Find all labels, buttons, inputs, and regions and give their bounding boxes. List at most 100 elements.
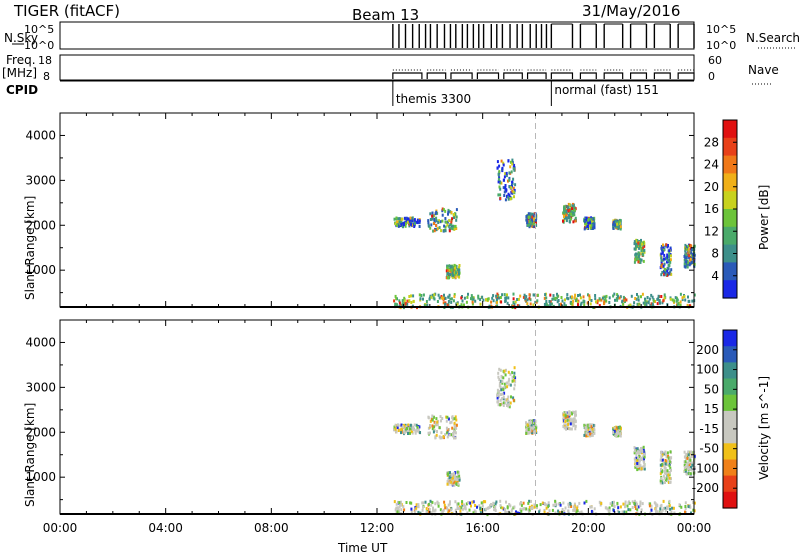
scatter-point [641,446,644,450]
scatter-point [522,507,525,511]
scatter-point [450,218,453,222]
scatter-point [428,297,431,301]
scatter-point [530,221,532,225]
scatter-point [393,299,396,303]
nsearch-tick-top: 10^5 [706,23,736,36]
scatter-point [463,303,465,307]
scatter-point [634,465,637,469]
scatter-point [600,298,603,302]
scatter-point [417,510,420,514]
scatter-point [642,301,645,305]
scatter-point [490,503,492,506]
scatter-point [661,251,664,255]
scatter-point [513,366,516,370]
colorbar-tick-label: 20 [704,180,719,194]
scatter-point [448,219,451,223]
scatter-point [413,218,416,222]
scatter-point [634,499,636,503]
scatter-point [448,272,450,276]
scatter-point [499,181,502,185]
scatter-point [427,502,430,506]
scatter-point [686,303,689,307]
scatter-point [405,501,408,504]
scatter-point [531,215,534,219]
scatter-point [588,294,591,298]
scatter-point [451,268,454,272]
scatter-point [557,299,560,302]
scatter-point [393,217,396,221]
scatter-point [455,208,458,212]
scatter-point [666,469,669,473]
scatter-point [448,476,451,480]
scatter-point [398,217,401,221]
scatter-point [685,258,687,262]
scatter-point [479,507,482,511]
scatter-point [506,506,509,510]
scatter-point [448,293,451,297]
scatter-point [435,216,438,220]
scatter-point [400,423,403,427]
scatter-point [637,241,640,245]
scatter-point [506,301,509,305]
colorbar-tick-label: 50 [704,382,719,396]
scatter-point [640,447,642,450]
scatter-point [668,470,671,474]
scatter-point [638,455,641,458]
scatter-point [532,303,535,307]
scatter-point [551,297,554,301]
scatter-point [402,302,405,306]
scatter-point [454,508,457,512]
scatter-point [554,511,557,515]
colorbar-tick-label: -15 [699,422,719,436]
scatter-point [568,214,570,218]
scatter-point [497,375,500,379]
scatter-point [458,264,461,268]
scatter-point [619,295,622,299]
scatter-point [642,445,645,449]
scatter-point [417,429,420,433]
scatter-point [613,426,616,430]
scatter-point [649,502,652,506]
scatter-point [529,419,532,423]
scatter-point [637,260,640,264]
scatter-point [605,506,608,510]
scatter-point [417,503,420,507]
scatter-point [495,301,498,305]
scatter-point [530,217,533,221]
colorbar-segment [723,280,737,299]
scatter-point [570,427,573,431]
scatter-point [400,428,403,431]
scatter-point [565,427,568,431]
scatter-point [535,218,537,222]
scatter-point [435,224,438,227]
scatter-point [496,396,499,400]
scatter-point [471,296,474,300]
scatter-point [507,192,510,196]
scatter-point [635,252,638,256]
colorbar-segment [723,410,737,428]
scatter-point [668,473,671,477]
scatter-point [641,242,644,246]
scatter-point [593,223,596,227]
scatter-point [683,255,686,258]
freq-step [503,72,523,79]
scatter-point [689,458,692,462]
scatter-point [404,224,407,228]
colorbar-segment [723,394,737,412]
scatter-point [523,507,526,510]
scatter-point [422,297,424,301]
scatter-point [592,223,595,227]
scatter-point [689,262,692,266]
scatter-point [662,474,665,478]
scatter-point [516,304,519,308]
scatter-point [433,293,436,297]
scatter-point [502,397,505,401]
scatter-point [451,415,454,419]
scatter-point [525,425,528,429]
scatter-point [662,499,665,503]
scatter-point [497,177,500,181]
scatter-point [690,468,693,472]
scatter-point [635,501,638,505]
scatter-point [568,208,571,212]
scatter-point [525,218,528,222]
